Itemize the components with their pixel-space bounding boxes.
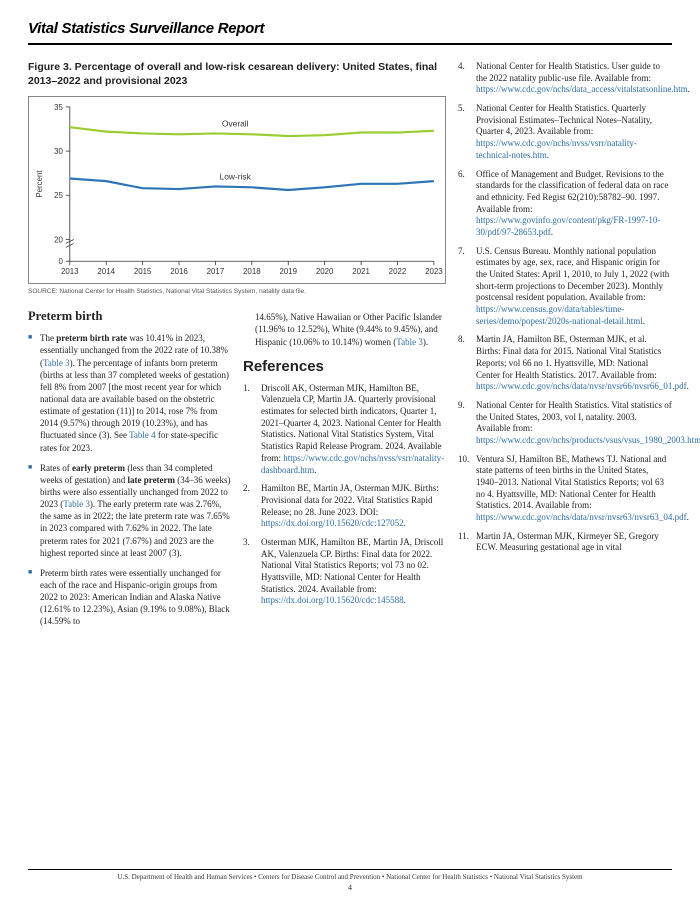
svg-text:2019: 2019 (279, 267, 297, 276)
ref-item: National Center for Health Statistics. U… (458, 61, 672, 96)
ref-item: U.S. Census Bureau. Monthly national pop… (458, 246, 672, 328)
preterm-heading: Preterm birth (28, 309, 231, 324)
sub-col-right: 14.65%), Native Hawaiian or Other Pacifi… (243, 295, 446, 635)
svg-text:25: 25 (54, 192, 63, 201)
svg-text:Percent: Percent (35, 170, 44, 198)
figure-source: SOURCE: National Center for Health Stati… (28, 288, 446, 295)
refs-list-left: Driscoll AK, Osterman MJK, Hamilton BE, … (243, 383, 446, 607)
preterm-continued: 14.65%), Native Hawaiian or Other Pacifi… (243, 311, 446, 347)
svg-text:2023: 2023 (425, 267, 443, 276)
ref-item: Osterman MJK, Hamilton BE, Martin JA, Dr… (243, 537, 446, 607)
footer-text: U.S. Department of Health and Human Serv… (28, 873, 672, 881)
svg-text:2022: 2022 (389, 267, 407, 276)
text-two-col: Preterm birth The preterm birth rate was… (28, 295, 446, 635)
svg-text:0: 0 (58, 257, 63, 266)
svg-text:30: 30 (54, 147, 63, 156)
bullet-item: Rates of early preterm (less than 34 com… (28, 462, 231, 559)
ref-item: Martin JA, Osterman MJK, Kirmeyer SE, Gr… (458, 531, 672, 554)
ref-item: Ventura SJ, Hamilton BE, Mathews TJ. Nat… (458, 454, 672, 524)
page-number: 4 (28, 883, 672, 892)
right-column: National Center for Health Statistics. U… (458, 61, 672, 636)
ref-item: National Center for Health Statistics. V… (458, 400, 672, 447)
svg-text:Overall: Overall (222, 119, 249, 129)
refs-list-right: National Center for Health Statistics. U… (458, 61, 672, 554)
svg-text:2015: 2015 (134, 267, 152, 276)
preterm-bullets: The preterm birth rate was 10.41% in 202… (28, 332, 231, 627)
svg-text:2020: 2020 (316, 267, 334, 276)
line-chart-svg: 0 20 25 30 35 2013 2014 2015 2016 2017 2018 2019 202… (29, 97, 445, 283)
figure-title: Figure 3. Percentage of overall and low-… (28, 61, 446, 88)
svg-text:35: 35 (54, 103, 63, 112)
ref-item: National Center for Health Statistics. Q… (458, 103, 672, 161)
svg-text:20: 20 (54, 236, 63, 245)
report-header: Vital Statistics Surveillance Report (28, 20, 672, 45)
svg-text:2013: 2013 (61, 267, 79, 276)
page: Vital Statistics Surveillance Report Fig… (0, 0, 700, 906)
ref-item: Office of Management and Budget. Revisio… (458, 169, 672, 239)
svg-text:2021: 2021 (352, 267, 370, 276)
sub-col-left: Preterm birth The preterm birth rate was… (28, 295, 231, 635)
svg-text:2014: 2014 (97, 267, 115, 276)
svg-text:2018: 2018 (243, 267, 261, 276)
svg-text:2017: 2017 (207, 267, 225, 276)
page-footer: U.S. Department of Health and Human Serv… (28, 869, 672, 892)
svg-text:Low-risk: Low-risk (220, 172, 252, 182)
bullet-item: The preterm birth rate was 10.41% in 202… (28, 332, 231, 453)
figure-chart: 0 20 25 30 35 2013 2014 2015 2016 2017 2018 2019 202… (28, 96, 446, 284)
ref-item: Hamilton BE, Martin JA, Osterman MJK. Bi… (243, 483, 446, 530)
svg-text:2016: 2016 (170, 267, 188, 276)
content-row: Figure 3. Percentage of overall and low-… (28, 61, 672, 636)
references-heading: References (243, 358, 446, 375)
left-column: Figure 3. Percentage of overall and low-… (28, 61, 446, 636)
ref-item: Driscoll AK, Osterman MJK, Hamilton BE, … (243, 383, 446, 477)
ref-item: Martin JA, Hamilton BE, Osterman MJK, et… (458, 334, 672, 392)
bullet-item: Preterm birth rates were essentially unc… (28, 567, 231, 628)
